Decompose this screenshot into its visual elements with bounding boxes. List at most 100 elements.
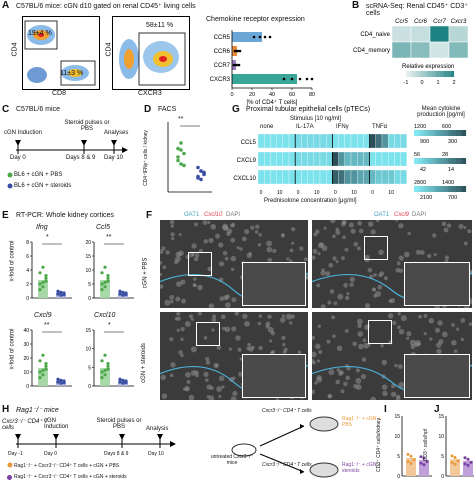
micrograph-nucleus xyxy=(328,262,334,268)
bar-ij-tick-label: 10 xyxy=(394,434,400,440)
heat-g-cell xyxy=(344,151,352,167)
micrograph-nucleus xyxy=(190,346,197,353)
micrograph-nucleus xyxy=(290,314,295,319)
micrograph-nucleus xyxy=(398,328,405,335)
chart-e-tick-label: 40 xyxy=(23,328,29,334)
micrograph-nucleus xyxy=(207,266,213,272)
micrograph-nucleus xyxy=(335,379,341,385)
micrograph-nucleus xyxy=(315,343,321,350)
chart-e-tick-label: 5 xyxy=(88,365,91,371)
heat-b-column: Ccr5 xyxy=(395,19,408,25)
bar-chart-i: 0 5 10 15 xyxy=(394,414,432,480)
micrograph-nucleus xyxy=(184,320,191,327)
micrograph-nucleus xyxy=(230,267,235,272)
f-stain-cxcl10: Cxcl10 xyxy=(204,212,223,218)
heat-b-cell xyxy=(391,25,412,43)
bar-ij-tick-label: 15 xyxy=(394,414,400,420)
heat-g-cell xyxy=(288,169,296,185)
micrograph-nucleus xyxy=(194,253,200,258)
micrograph-nucleus xyxy=(207,220,211,225)
micrograph-nucleus xyxy=(362,338,367,343)
micrograph-nucleus xyxy=(244,320,250,327)
micrograph-nucleus xyxy=(244,229,250,235)
bar-ij-point xyxy=(412,458,416,462)
micrograph-nucleus xyxy=(312,389,315,395)
micrograph-nucleus xyxy=(241,236,247,242)
micrograph-nucleus xyxy=(230,255,237,262)
panel-e-title: RT-PCR: Whole kidney cortices xyxy=(16,212,114,219)
chart-e-point-steroid xyxy=(121,381,125,385)
legend-g-swatch xyxy=(440,130,443,136)
chart-e-point-steroid xyxy=(56,377,60,381)
panel-i-label: I xyxy=(384,404,387,415)
chart-ifng: 0 2 4 6 8 xyxy=(26,240,72,302)
micrograph-nucleus xyxy=(329,289,335,294)
micrograph-nucleus xyxy=(434,327,441,333)
micrograph-nucleus xyxy=(210,386,214,390)
h-donor: untreated Cxcr3⁻/⁻ mice xyxy=(210,454,254,466)
heat-g-cell xyxy=(257,133,265,149)
heat-g-cell xyxy=(363,151,370,167)
micrograph-nucleus xyxy=(403,251,410,258)
legend-g-swatch xyxy=(416,130,420,136)
micrograph-nucleus xyxy=(432,233,437,238)
micrograph-nucleus xyxy=(178,232,182,236)
micrograph-nucleus xyxy=(265,324,270,329)
micrograph-nucleus xyxy=(211,328,215,332)
legend-g-swatch xyxy=(434,186,438,192)
micrograph-nucleus xyxy=(316,359,321,363)
micrograph-nucleus xyxy=(344,328,349,333)
micrograph-nucleus xyxy=(316,376,323,383)
micrograph-nucleus xyxy=(364,303,371,308)
micrograph-nucleus xyxy=(255,224,260,229)
chart-e-point-steroid xyxy=(121,290,125,294)
e-gene-ifng: Ifng xyxy=(36,224,48,231)
micrograph-nucleus xyxy=(335,260,339,264)
heat-b-legend-swatch xyxy=(452,71,455,77)
chart-e-point-pbs xyxy=(41,265,45,269)
legend-g-swatch xyxy=(450,130,454,136)
heat-g-cell xyxy=(282,133,290,149)
chart-e-tick-label: 10 xyxy=(85,268,91,274)
chart-e-tick-label: 5 xyxy=(88,282,91,288)
chart-e-tick-label: 2 xyxy=(26,282,29,288)
heat-g-cell xyxy=(282,169,290,185)
micrograph-nucleus xyxy=(247,342,252,347)
micrograph-nucleus xyxy=(353,241,359,247)
heat-b-cell xyxy=(448,41,469,59)
heat-g-xtick: 0 xyxy=(371,190,374,196)
micrograph-nucleus xyxy=(205,356,210,361)
legend-g-swatch xyxy=(434,158,438,164)
micrograph-nucleus xyxy=(387,313,394,319)
legend-g-top-tick: 2800 xyxy=(414,180,426,186)
micrograph-nucleus xyxy=(282,342,286,347)
legend-g-top-tick: 1200 xyxy=(414,124,426,130)
chart-e-point-steroid xyxy=(56,380,60,384)
chart-e-tick-label: 15 xyxy=(85,328,91,334)
micrograph-nucleus xyxy=(443,227,449,233)
heat-g-xtick: 10 xyxy=(351,190,357,196)
panel-g-title: Proximal tubular epithelial cells (pTECs… xyxy=(246,106,371,113)
heat-g-cell xyxy=(282,151,290,167)
heat-g-cell xyxy=(363,133,370,149)
heat-g-cell xyxy=(319,151,327,167)
bar-ij-point xyxy=(453,462,457,466)
heat-g-cell xyxy=(319,133,327,149)
micrograph-nucleus xyxy=(176,312,181,316)
bar-ij-bar xyxy=(419,460,429,476)
micrograph-nucleus xyxy=(312,248,318,254)
heat-b-legend-tick: 1 xyxy=(436,80,439,86)
micrograph-nucleus xyxy=(188,314,193,319)
micrograph-nucleus xyxy=(348,222,354,228)
h-recipient-steroids: Rag1⁻/⁻ + cGN + steroids xyxy=(342,462,381,474)
bar-a-tick-label: 20 xyxy=(249,92,255,98)
heat-b-legend-swatch xyxy=(434,71,437,77)
micrograph-nucleus xyxy=(312,360,316,365)
g-col-ifng: IFNγ xyxy=(336,124,349,130)
chart-e-point-pbs xyxy=(103,285,107,289)
day-10: Day 10 xyxy=(104,155,124,161)
g-col-il17a: IL-17A xyxy=(296,124,314,130)
micrograph-nucleus xyxy=(398,223,404,229)
heat-b-legend-swatch xyxy=(431,71,434,77)
legend-g-swatch xyxy=(455,130,459,136)
